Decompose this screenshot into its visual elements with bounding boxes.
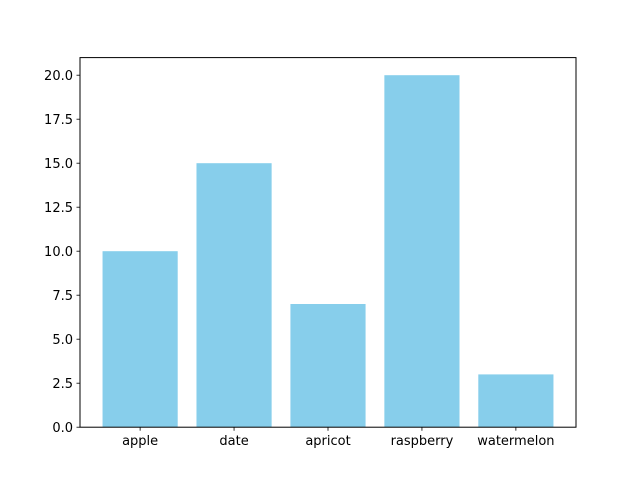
x-tick-label-raspberry: raspberry — [391, 434, 454, 449]
x-tick-label-apricot: apricot — [305, 434, 350, 449]
y-tick-label: 12.5 — [44, 201, 73, 216]
bar-apricot — [290, 304, 366, 428]
y-tick-label: 0.0 — [52, 421, 73, 436]
bar-date — [196, 163, 272, 428]
y-tick-label: 20.0 — [44, 69, 73, 84]
x-tick-label-date: date — [219, 434, 248, 449]
axes-spines — [79, 57, 577, 428]
y-tick-label: 7.5 — [52, 289, 73, 304]
x-tick-label-apple: apple — [122, 434, 158, 449]
bar-raspberry — [384, 75, 460, 428]
y-tick-label: 5.0 — [52, 333, 73, 348]
y-tick-label: 10.0 — [44, 245, 73, 260]
bar-apple — [102, 251, 178, 428]
y-tick-label: 2.5 — [52, 377, 73, 392]
x-tick-label-watermelon: watermelon — [477, 434, 554, 449]
y-tick-label: 17.5 — [44, 113, 73, 128]
y-tick-label: 15.0 — [44, 157, 73, 172]
bar-watermelon — [478, 374, 554, 428]
